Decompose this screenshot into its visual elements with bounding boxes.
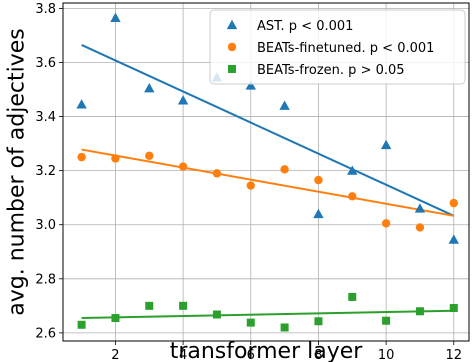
data-point [77,320,86,329]
trend-lines [81,44,455,320]
x-axis-label: transformer layer [170,339,364,362]
data-point [348,192,357,201]
y-axis-label: avg. number of adjectives [5,28,30,315]
data-point [110,12,121,23]
data-point [111,154,120,163]
data-point [380,139,392,150]
axis-ticks: 2 4 6 8 10 12 2.6 2.8 3.0 3.2 3.4 3.6 3.8 [35,2,462,362]
x-tick-label: 2 [111,348,119,362]
y-tick-label: 2.8 [35,272,56,287]
data-point [449,198,458,208]
legend-entry: BEATs-frozen. p > 0.05 [257,63,405,78]
data-point [348,292,357,301]
data-point [415,223,425,232]
x-tick-label: 8 [314,348,322,362]
y-tick-label: 3.6 [35,56,56,71]
data-point [177,95,189,105]
trend-line [81,44,455,217]
data-point [212,169,222,178]
data-point [76,99,87,109]
data-point [279,100,290,110]
legend: AST. p < 0.001 BEATs-finetuned. p < 0.001… [209,9,466,85]
data-point [382,316,391,325]
x-tick-label: 10 [378,348,395,362]
data-point [280,323,289,332]
x-tick-label: 12 [446,348,463,362]
data-point [145,301,154,310]
data-point [449,304,458,313]
data-point [313,208,324,219]
data-point [448,234,459,244]
data-point [381,219,391,228]
trend-line [81,309,454,320]
data-point [77,152,86,162]
y-tick-label: 3.8 [35,2,56,17]
x-tick-label: 4 [179,348,187,362]
legend-entry: BEATs-finetuned. p < 0.001 [257,41,434,56]
data-point [178,162,188,171]
y-tick-label: 3.2 [35,164,56,179]
data-point [246,318,255,327]
legend-marker [227,42,237,52]
data-point [111,314,120,323]
data-point [179,301,188,310]
data-points [76,12,459,332]
data-point [280,165,289,174]
x-tick-label: 6 [247,348,255,362]
legend-entry: AST. p < 0.001 [257,19,353,34]
trend-line [81,148,454,217]
y-tick-label: 3.4 [35,110,56,125]
data-point [314,175,323,185]
plot-frame [62,2,470,342]
data-point [314,317,323,326]
y-tick-label: 2.6 [35,326,56,341]
data-point [414,203,426,213]
data-point [245,80,256,90]
data-point [347,165,358,175]
data-point [144,82,155,93]
data-point [415,307,424,316]
y-tick-label: 3.0 [35,218,56,233]
data-point [246,181,255,190]
legend-box [209,9,466,85]
data-point [145,151,154,160]
data-point [212,310,221,319]
legend-marker [226,19,238,30]
legend-marker [228,65,236,73]
